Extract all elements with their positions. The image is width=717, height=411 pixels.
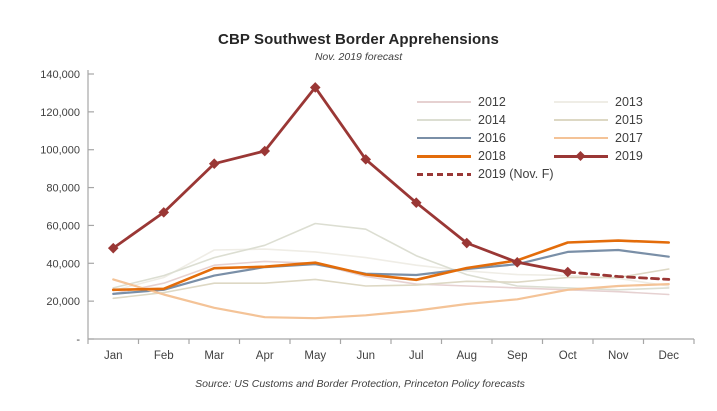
- x-tick-label: Oct: [559, 350, 578, 362]
- x-tick-label: Apr: [256, 350, 274, 362]
- data-point-diamond-2019: [208, 158, 220, 170]
- data-point-diamond-2019: [158, 207, 170, 218]
- legend-label: 2014: [478, 113, 506, 127]
- legend-item-2013: 2013: [554, 93, 699, 111]
- series-line-2018: [111, 239, 671, 292]
- y-tick-label: 60,000: [46, 220, 80, 232]
- legend-label: 2016: [478, 131, 506, 145]
- x-tick-label: Feb: [154, 350, 174, 362]
- x-tick-label: Jan: [104, 350, 123, 362]
- series-line-2019 (Nov. F): [566, 270, 671, 281]
- legend-label: 2013: [615, 95, 643, 109]
- y-tick-label: 20,000: [46, 296, 80, 308]
- y-tick-label: -: [76, 334, 80, 346]
- legend-swatch-icon: [554, 119, 608, 121]
- legend-label: 2012: [478, 95, 506, 109]
- legend-swatch-icon: [554, 101, 608, 103]
- legend-item-2018: 2018: [417, 147, 554, 165]
- legend-item-2019: 2019: [554, 147, 699, 165]
- legend-label: 2017: [615, 131, 643, 145]
- legend-label: 2019 (Nov. F): [478, 167, 554, 181]
- legend-swatch-icon: [417, 137, 471, 139]
- series-line-2017: [112, 278, 670, 320]
- legend-swatch-icon: [417, 101, 471, 103]
- series-line-2015: [112, 268, 670, 300]
- series-line-2016: [112, 248, 670, 295]
- legend-swatch-icon: [417, 119, 471, 121]
- legend-item-2014: 2014: [417, 111, 554, 129]
- data-point-diamond-2019: [511, 257, 523, 268]
- legend-label: 2018: [478, 149, 506, 163]
- y-tick-label: 120,000: [40, 107, 80, 119]
- chart-subtitle: Nov. 2019 forecast: [314, 51, 403, 63]
- legend-swatch-icon: [554, 151, 608, 161]
- x-tick-label: Sep: [507, 350, 527, 362]
- x-tick-label: Dec: [659, 350, 680, 362]
- legend-label: 2015: [615, 113, 643, 127]
- legend-swatch-icon: [417, 154, 471, 158]
- source-note: Source: US Customs and Border Protection…: [195, 378, 525, 390]
- legend-item-2015: 2015: [554, 111, 699, 129]
- x-tick-label: Nov: [608, 350, 629, 362]
- y-tick-label: 80,000: [46, 183, 80, 195]
- x-tick-label: Mar: [204, 350, 224, 362]
- data-point-diamond-2019: [259, 145, 271, 157]
- legend-label: 2019: [615, 149, 643, 163]
- x-tick-label: Jul: [409, 350, 424, 362]
- y-tick-label: 100,000: [40, 145, 80, 157]
- legend-item-2019 (Nov. F): 2019 (Nov. F): [417, 165, 554, 183]
- legend-item-2017: 2017: [554, 129, 699, 147]
- data-point-diamond-2019: [309, 82, 321, 93]
- y-tick-label: 140,000: [40, 69, 80, 81]
- legend-swatch-icon: [554, 137, 608, 139]
- legend-item-2012: 2012: [417, 93, 554, 111]
- diamond-marker-icon: [575, 151, 586, 161]
- x-tick-label: Jun: [356, 350, 375, 362]
- chart-title: CBP Southwest Border Apprehensions: [218, 31, 499, 48]
- series-line-2013: [112, 248, 670, 292]
- data-point-diamond-2019: [107, 242, 119, 254]
- x-tick-label: Aug: [457, 350, 477, 362]
- data-point-diamond-2019: [360, 154, 372, 165]
- x-tick-label: May: [304, 350, 326, 362]
- legend-swatch-icon: [417, 172, 471, 176]
- legend-item-2016: 2016: [417, 129, 554, 147]
- data-point-diamond-2019: [461, 237, 473, 249]
- legend: 2012 2013 2014 2015 2016 2017 2018 2019 2019 (No…: [417, 93, 699, 183]
- y-tick-label: 40,000: [46, 258, 80, 270]
- series-line-2019: [111, 86, 570, 274]
- data-point-diamond-2019: [410, 197, 422, 209]
